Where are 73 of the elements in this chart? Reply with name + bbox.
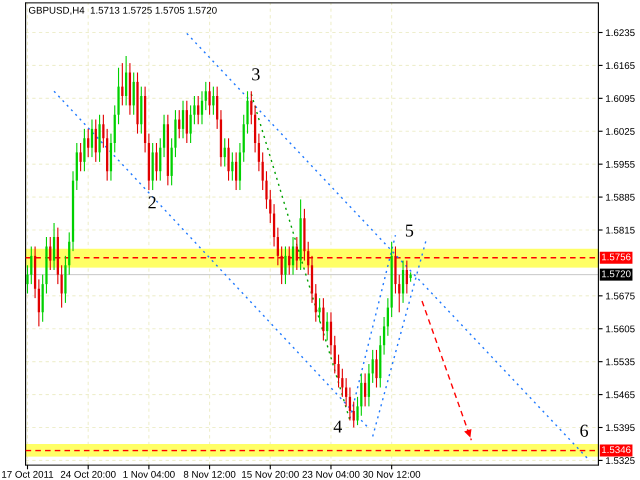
candlestick	[159, 138, 162, 182]
candlestick	[322, 298, 325, 342]
y-tick-label: 1.6025	[606, 128, 635, 135]
candlestick	[341, 368, 344, 398]
candlestick	[409, 272, 412, 282]
candlestick	[186, 100, 188, 144]
candlestick	[262, 152, 264, 191]
candlestick	[38, 278, 40, 327]
x-tick-label: 8 Nov 12:00	[184, 470, 236, 478]
candlestick	[234, 152, 238, 191]
x-tick-label: 24 Oct 20:00	[60, 470, 116, 478]
candlestick	[60, 264, 63, 308]
candlestick	[197, 95, 200, 125]
annotation: 4	[334, 420, 342, 432]
ref-line-label: 1.5346	[602, 446, 631, 454]
candlestick	[307, 241, 310, 276]
y-tick-label: 1.5395	[606, 424, 635, 432]
x-tick-label: 30 Nov 12:00	[363, 470, 420, 478]
candlestick	[94, 118, 97, 162]
candlestick	[216, 86, 218, 130]
candlestick	[68, 232, 70, 276]
candlestick	[288, 246, 290, 276]
candlestick	[406, 260, 408, 294]
candlestick	[398, 274, 400, 313]
candlestick	[334, 335, 336, 374]
candlestick	[318, 298, 321, 322]
candlestick	[121, 62, 124, 106]
candlestick	[352, 401, 355, 428]
x-tick-label: 1 Nov 04:00	[123, 470, 175, 478]
chart-title: GBPUSD,H4 1.5713 1.5725 1.5705 1.5720	[28, 6, 217, 15]
y-tick-label: 1.5605	[606, 325, 635, 332]
candlestick	[224, 138, 226, 168]
annotation: 2	[148, 196, 156, 208]
candlestick	[212, 86, 215, 116]
candlestick	[87, 128, 90, 158]
y-tick-label: 1.5815	[606, 226, 635, 234]
ref-line-label: 1.5756	[602, 253, 631, 260]
candlestick	[124, 55, 128, 106]
y-tick-label: 1.6235	[606, 29, 635, 36]
x-tick-label: 17 Oct 2011	[2, 470, 54, 478]
candlestick	[280, 246, 283, 285]
x-tick-label: 23 Nov 04:00	[302, 470, 360, 478]
y-tick-label: 1.5535	[606, 358, 635, 366]
y-tick-label: 1.6095	[606, 95, 635, 102]
candlestick	[360, 372, 362, 416]
candlestick	[231, 152, 234, 182]
annotation: 6	[580, 424, 588, 437]
x-tick-label: 15 Nov 20:00	[242, 470, 299, 478]
y-tick-label: 1.5325	[606, 457, 635, 464]
annotation: 5	[406, 224, 414, 237]
candlestick	[314, 284, 317, 322]
y-tick-label: 1.5675	[606, 292, 635, 300]
candlestick	[345, 378, 348, 407]
y-tick-label: 1.5465	[606, 391, 635, 398]
candlestick	[204, 81, 207, 111]
candlestick	[102, 114, 104, 148]
candlestick	[178, 110, 180, 139]
candlestick	[200, 90, 204, 125]
y-tick-label: 1.5955	[606, 160, 635, 168]
y-tick-label: 1.6165	[606, 62, 635, 70]
candlestick	[30, 246, 32, 285]
candlestick	[372, 349, 374, 384]
candlestick	[250, 90, 252, 125]
candlestick	[296, 236, 298, 271]
candlestick	[386, 298, 390, 336]
candlestick	[132, 72, 135, 116]
annotation: 3	[252, 68, 260, 80]
candlestick	[269, 189, 272, 224]
ref-line-label: 1.5720	[602, 270, 631, 278]
candlestick	[276, 227, 279, 266]
y-tick-label: 1.5885	[606, 194, 635, 201]
candlestick	[326, 312, 328, 342]
candlestick	[49, 236, 52, 271]
